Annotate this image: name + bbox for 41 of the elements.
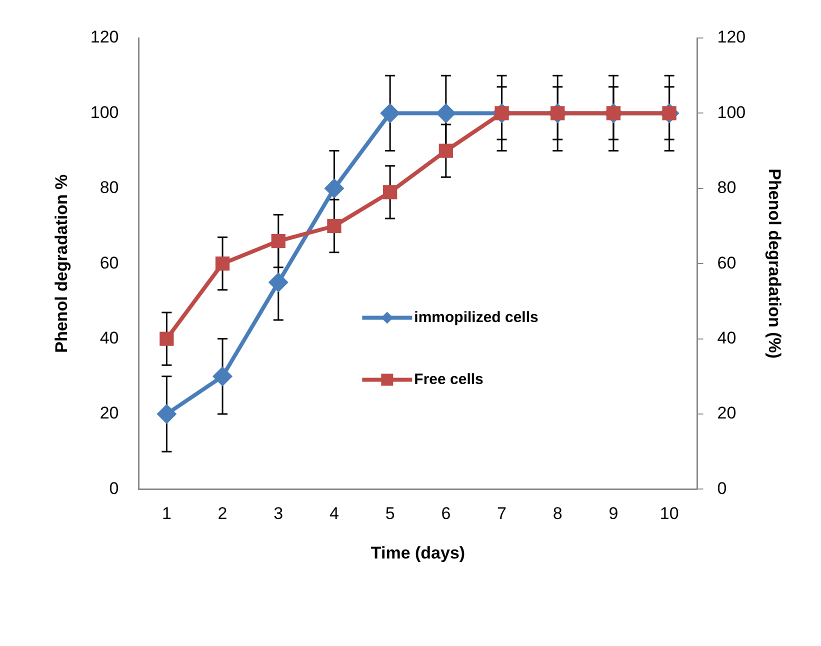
y2-tick-label: 0 [717,478,727,498]
y-tick-label: 60 [100,253,119,272]
legend-label: Free cells [414,370,484,388]
point [268,272,288,292]
x-tick-label: 8 [552,504,562,524]
y-tick-label: 40 [100,328,119,348]
y2-tick-label: 120 [717,28,746,47]
y2-axis-title: Phenol degradation (%) [765,168,784,359]
y2-tick-label: 60 [717,253,736,272]
point [160,332,174,346]
y-axis-title: Phenol degradation % [52,174,71,353]
point [324,178,344,198]
x-tick-label: 9 [608,504,618,524]
point [271,234,286,248]
y-tick-label: 0 [109,478,119,498]
x-axis-title: Time (days) [370,543,466,562]
y2-tick-label: 40 [717,328,736,348]
x-tick-label: 4 [329,504,339,524]
y2-tick-label: 20 [717,404,736,423]
y-tick-label: 120 [90,28,119,47]
point [215,256,230,271]
y-tick-label: 20 [100,404,119,423]
legend-label: immopilized cells [414,308,538,326]
x-tick-label: 3 [274,504,284,524]
y-tick-label: 80 [100,178,119,198]
x-tick-label: 2 [218,504,228,524]
point [383,185,398,200]
x-tick-label: 6 [441,504,451,524]
point [156,404,177,424]
y2-tick-label: 80 [717,178,736,198]
point [327,218,342,234]
x-tick-label: 10 [660,504,679,524]
point [438,144,453,158]
y-tick-label: 100 [90,102,119,122]
point [380,103,400,124]
x-tick-label: 7 [497,504,507,524]
y2-tick-label: 100 [717,102,746,122]
x-tick-label: 1 [162,504,172,524]
point [436,103,456,124]
point [212,366,233,386]
x-tick-label: 5 [385,504,395,524]
